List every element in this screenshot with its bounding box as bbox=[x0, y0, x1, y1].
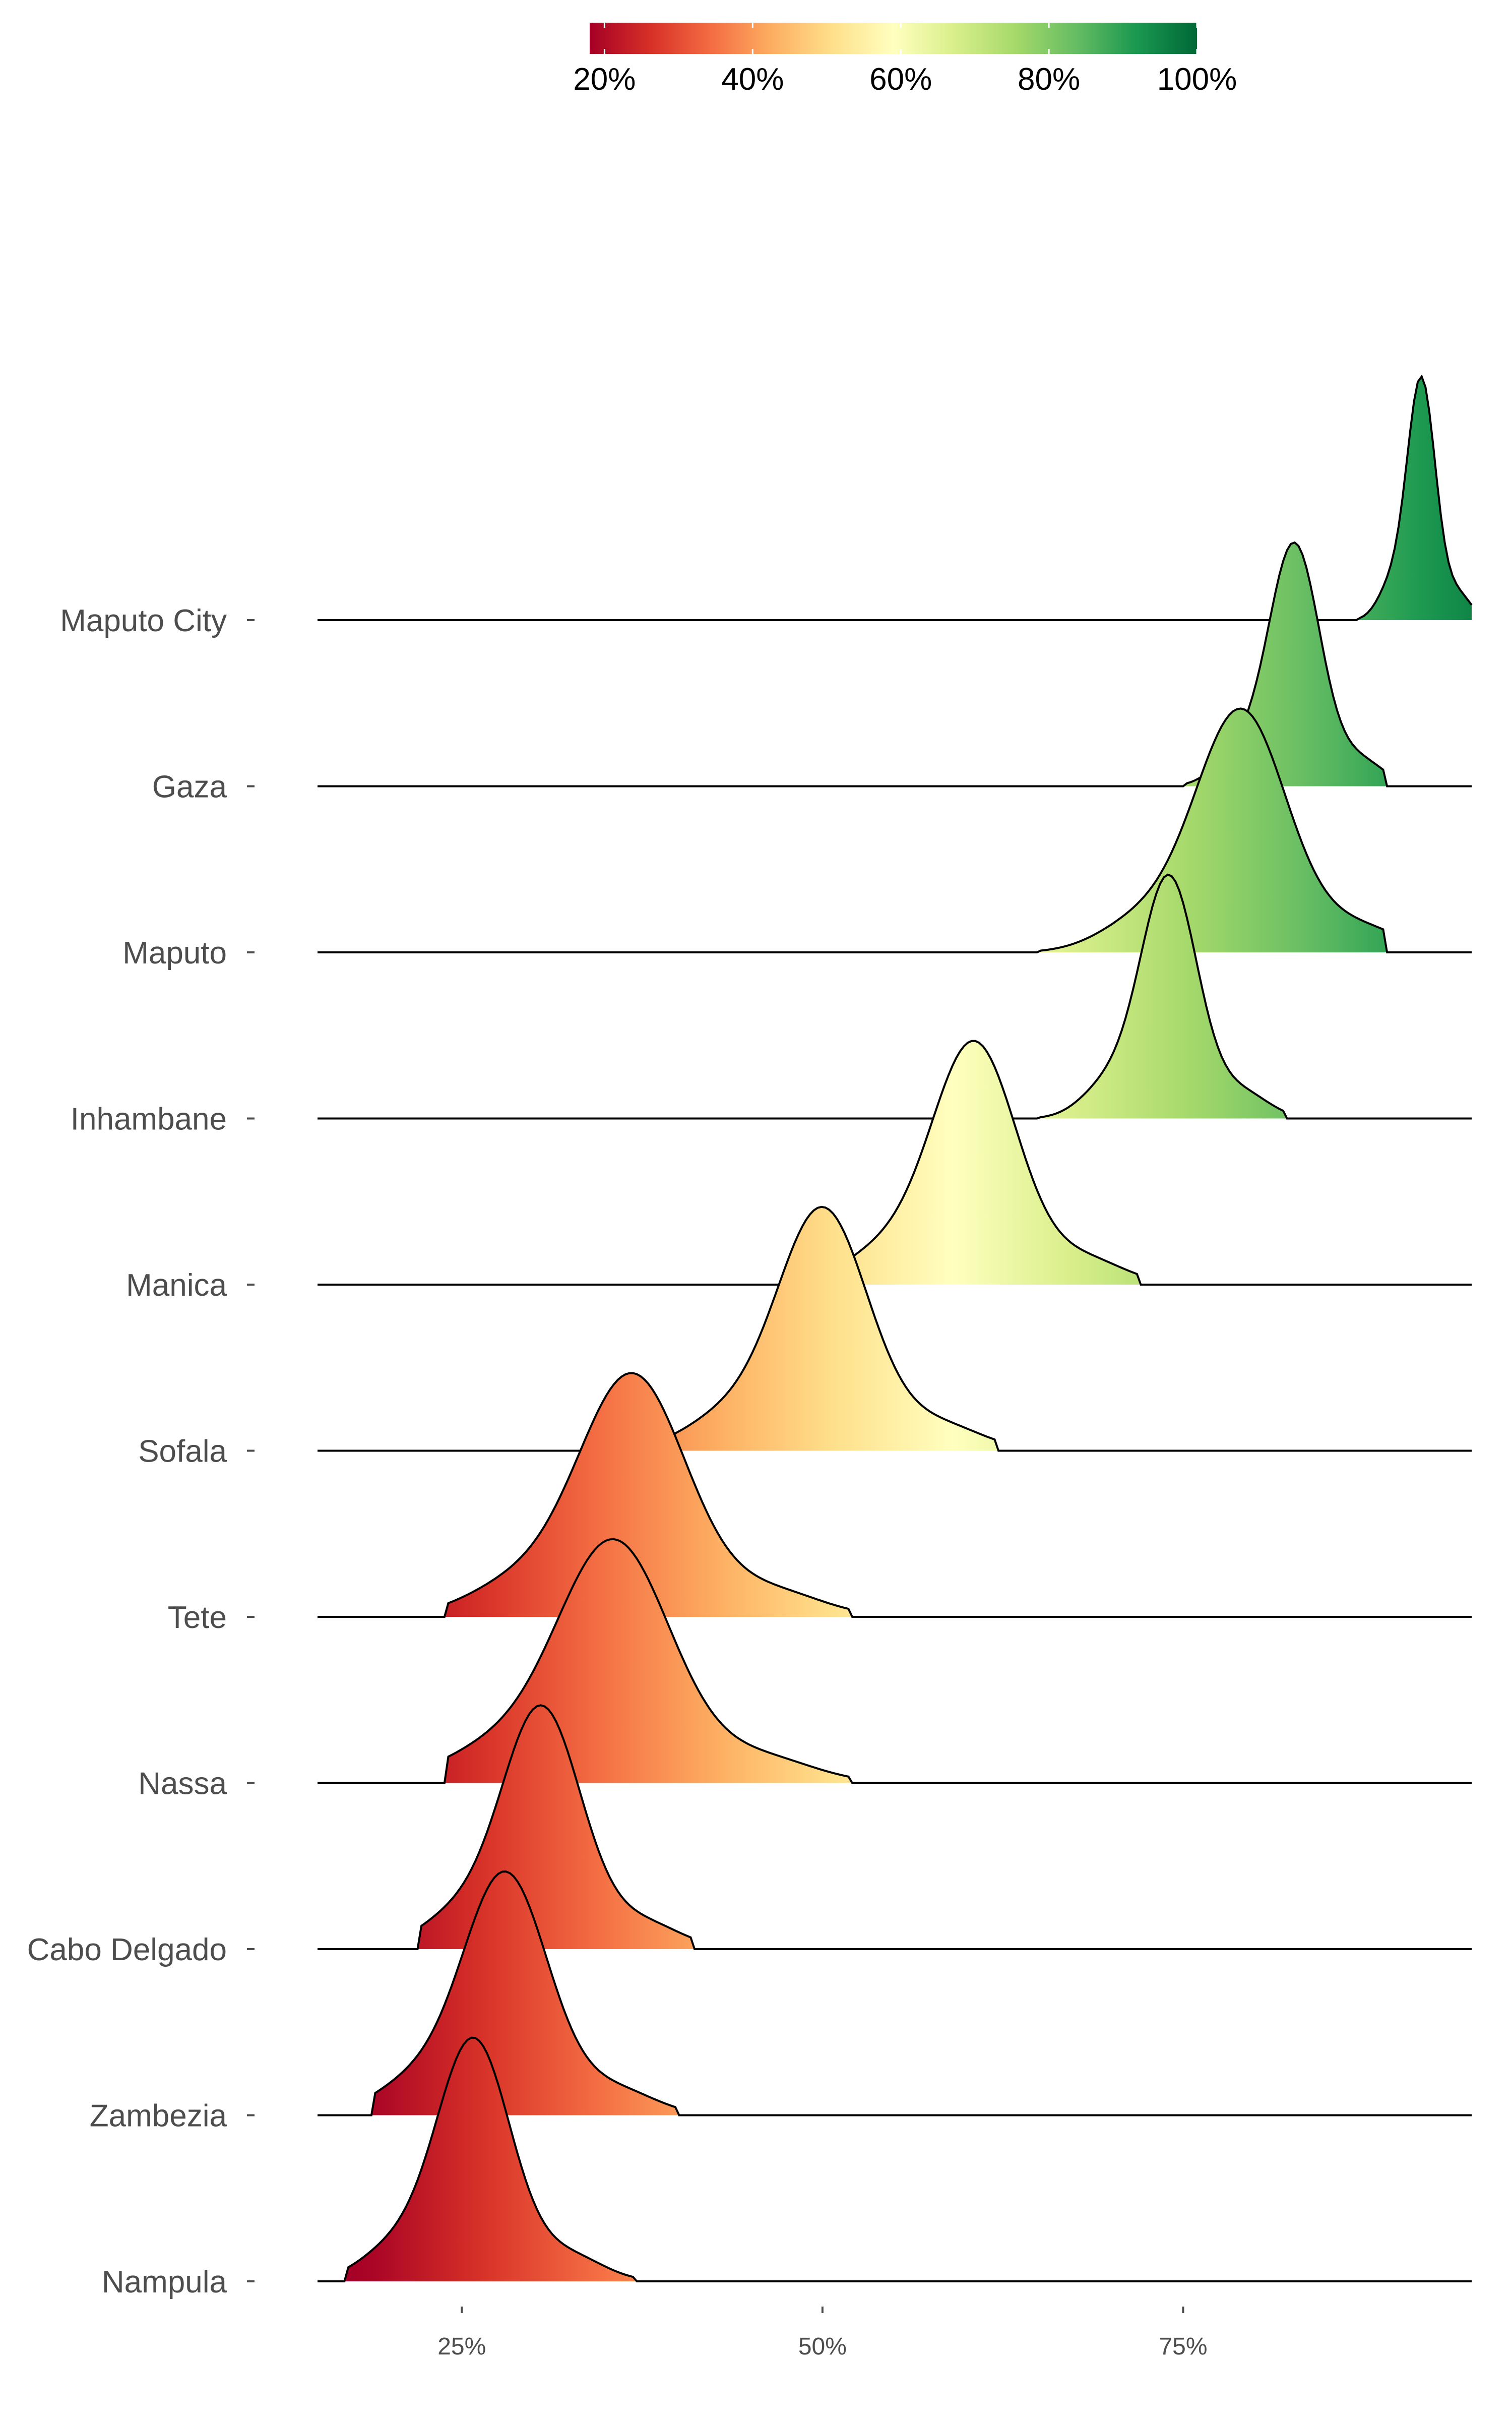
ridge-maputo bbox=[318, 707, 1472, 953]
ridge-outline bbox=[318, 1040, 1472, 1286]
x-tick-label: 75% bbox=[1159, 2333, 1207, 2360]
ridge-fill bbox=[318, 1539, 1472, 1783]
ridge-outline bbox=[318, 1870, 1472, 2116]
row-label: Inhambane bbox=[71, 1102, 227, 1137]
ridge-inhambane bbox=[318, 873, 1472, 1120]
ridge-outline bbox=[318, 541, 1472, 788]
row-label: Gaza bbox=[152, 770, 227, 805]
row-label: Maputo bbox=[122, 936, 227, 971]
row-label: Maputo City bbox=[60, 603, 227, 638]
ridge-fill bbox=[318, 1041, 1472, 1285]
ridge-outline bbox=[318, 1205, 1472, 1452]
ridge-sofala bbox=[318, 1205, 1472, 1452]
ridge-fill bbox=[318, 2037, 1472, 2281]
ridge-gaza bbox=[318, 541, 1472, 788]
ridge-outline bbox=[318, 1538, 1472, 1784]
ridge-outline bbox=[318, 873, 1472, 1120]
ridge-fill bbox=[318, 874, 1472, 1119]
ridge-fill bbox=[318, 1705, 1472, 1949]
row-labels: Maputo City Gaza Maputo Inhambane Manica Sofa… bbox=[27, 603, 255, 2300]
ridge-outline bbox=[318, 707, 1472, 953]
ridge-zambezia bbox=[318, 1870, 1472, 2116]
colorbar-tick-label: 40% bbox=[721, 62, 784, 97]
row-label: Manica bbox=[126, 1268, 227, 1303]
ridge-fill bbox=[318, 1206, 1472, 1451]
ridges bbox=[318, 374, 1473, 2282]
colorbar-tick-label: 100% bbox=[1157, 62, 1237, 97]
x-tick-label: 25% bbox=[437, 2333, 486, 2360]
ridge-manica bbox=[318, 1040, 1472, 1286]
ridge-fill bbox=[318, 1871, 1472, 2115]
ridge-cabo-delgado bbox=[318, 1704, 1472, 1950]
colorbar-tick-label: 80% bbox=[1018, 62, 1080, 97]
row-label: Nampula bbox=[102, 2265, 227, 2300]
colorbar: 20% 40% 60% 80% 100% bbox=[573, 23, 1237, 97]
row-label: Sofala bbox=[138, 1434, 227, 1469]
row-label: Zambezia bbox=[90, 2099, 227, 2134]
ridge-fill bbox=[318, 542, 1472, 786]
x-tick-label: 50% bbox=[798, 2333, 847, 2360]
ridge-nassa bbox=[318, 1538, 1472, 1784]
row-label: Tete bbox=[168, 1600, 227, 1635]
colorbar-tick-label: 20% bbox=[573, 62, 636, 97]
colorbar-gradient bbox=[590, 23, 1197, 54]
ridge-fill bbox=[318, 708, 1472, 952]
row-label: Nassa bbox=[138, 1767, 227, 1801]
x-axis: 25% 50% 75% bbox=[437, 2307, 1208, 2360]
ridge-outline bbox=[318, 2036, 1472, 2282]
ridge-outline bbox=[318, 1704, 1472, 1950]
row-label: Cabo Delgado bbox=[27, 1932, 227, 1967]
colorbar-tick-label: 60% bbox=[869, 62, 932, 97]
ridge-outline bbox=[318, 1372, 1472, 1618]
ridge-nampula bbox=[318, 2036, 1472, 2282]
